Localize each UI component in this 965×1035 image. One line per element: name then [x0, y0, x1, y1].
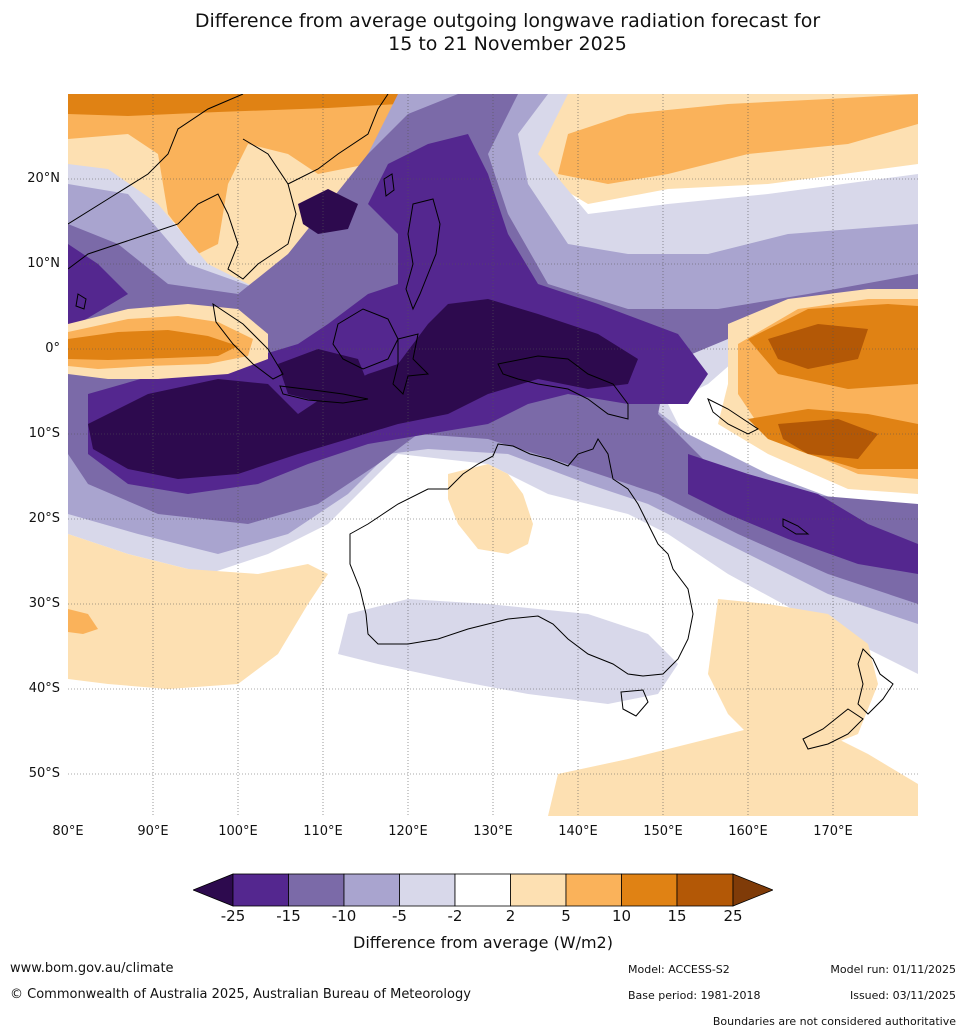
- lon-label-120e: 120°E: [388, 824, 428, 839]
- region-pos-10-15-asia: [68, 94, 418, 116]
- lat-label-40s: 40°S: [28, 681, 60, 696]
- sulawesi-outline: [392, 333, 430, 395]
- lon-label-160e: 160°E: [728, 824, 768, 839]
- new-caledonia-outline: [782, 518, 810, 535]
- legend-swatch-above-25: [732, 873, 773, 907]
- sri-lanka-outline: [75, 293, 87, 310]
- china-coast-outline: [287, 94, 389, 185]
- legend-swatch-minus-2-to-2: [454, 873, 511, 907]
- issued-date: Issued: 03/11/2025: [849, 989, 956, 1002]
- coastlines: [68, 94, 894, 750]
- lat-label-10n: 10°N: [27, 256, 60, 271]
- lon-label-150e: 150°E: [643, 824, 683, 839]
- lon-label-140e: 140°E: [558, 824, 598, 839]
- map-canvas: [68, 94, 918, 816]
- lon-label-170e: 170°E: [813, 824, 853, 839]
- boundaries-disclaimer: Boundaries are not considered authoritat…: [712, 1015, 956, 1028]
- copyright-notice: © Commonwealth of Australia 2025, Austra…: [10, 987, 471, 1002]
- legend-swatch-5-to-10: [565, 873, 622, 907]
- lat-label-50s: 50°S: [28, 766, 60, 781]
- lat-label-20n: 20°N: [27, 171, 60, 186]
- model-run-date: Model run: 01/11/2025: [830, 963, 956, 976]
- legend-tick-2: 2: [505, 907, 516, 925]
- solomon-islands-outline: [707, 397, 759, 435]
- region-neg-southern-australia: [338, 599, 678, 704]
- region-pos-tasman: [708, 599, 878, 754]
- legend-tick-minus-25: -25: [220, 907, 246, 925]
- legend-tick-minus-5: -5: [392, 907, 407, 925]
- lat-label-20s: 20°S: [28, 511, 60, 526]
- region-pos-5-10-asia: [68, 94, 428, 254]
- legend-tick-5: 5: [561, 907, 571, 925]
- new-zealand-south-outline: [802, 708, 864, 750]
- legend-swatch-10-to-15: [621, 873, 678, 907]
- lon-label-100e: 100°E: [218, 824, 258, 839]
- lat-label-equator: 0°: [45, 341, 60, 356]
- mainland-se-asia-outline: [68, 94, 297, 280]
- region-pos-southern-indian: [68, 534, 328, 689]
- lon-label-80e: 80°E: [52, 824, 84, 839]
- legend-tick-10: 10: [611, 907, 632, 925]
- legend-swatch-below-minus-25: [193, 873, 234, 907]
- lat-label-30s: 30°S: [28, 596, 60, 611]
- region-pos-5-10-pacific: [558, 94, 918, 184]
- region-neg-below-25: [88, 189, 638, 479]
- lon-label-90e: 90°E: [137, 824, 169, 839]
- graticule: [68, 94, 918, 816]
- legend-tick-25: 25: [723, 907, 743, 925]
- title-line-2: 15 to 21 November 2025: [388, 33, 627, 55]
- legend-tick-minus-15: -15: [276, 907, 301, 925]
- sumatra-outline: [212, 302, 284, 380]
- region-pos-pacific-core-north: [768, 324, 868, 369]
- legend-swatch-minus-10-to-minus-5: [343, 873, 400, 907]
- title-line-1: Difference from average outgoing longwav…: [194, 10, 821, 32]
- base-period: Base period: 1981-2018: [628, 989, 761, 1002]
- map-title: Difference from average outgoing longwav…: [0, 10, 965, 56]
- region-pos-nw-australia: [448, 464, 533, 554]
- australia-outline: [349, 438, 694, 677]
- website-link[interactable]: www.bom.gov.au/climate: [10, 961, 174, 976]
- new-zealand-north-outline: [857, 648, 894, 715]
- new-guinea-outline: [497, 355, 629, 420]
- model-name: Model: ACCESS-S2: [628, 963, 730, 976]
- legend-colorbar: [193, 873, 773, 907]
- region-pos-south-indian-mid: [68, 609, 98, 634]
- lon-label-110e: 110°E: [303, 824, 343, 839]
- legend-swatch-minus-25-to-minus-15: [232, 873, 289, 907]
- region-pos-southern-ocean: [548, 724, 918, 816]
- legend-tick-minus-10: -10: [331, 907, 357, 925]
- legend-title: Difference from average (W/m2): [353, 933, 613, 952]
- region-pos-pacific-core-south: [778, 419, 878, 459]
- legend-tick-15: 15: [667, 907, 687, 925]
- lat-label-10s: 10°S: [28, 426, 60, 441]
- olr-anomaly-map[interactable]: [68, 94, 918, 816]
- tasmania-outline: [620, 689, 649, 717]
- legend-tick-minus-2: -2: [447, 907, 463, 925]
- borneo-outline: [332, 308, 399, 370]
- region-pos-eq-indian-strong: [68, 330, 238, 360]
- java-outline: [279, 385, 369, 404]
- philippines-outline: [405, 198, 441, 311]
- legend-swatch-2-to-5: [510, 873, 567, 907]
- legend-swatch-minus-5-to-minus-2: [399, 873, 456, 907]
- lon-label-130e: 130°E: [473, 824, 513, 839]
- taiwan-outline: [383, 173, 395, 197]
- legend-swatch-15-to-25: [676, 873, 734, 907]
- legend-swatch-minus-15-to-minus-10: [288, 873, 345, 907]
